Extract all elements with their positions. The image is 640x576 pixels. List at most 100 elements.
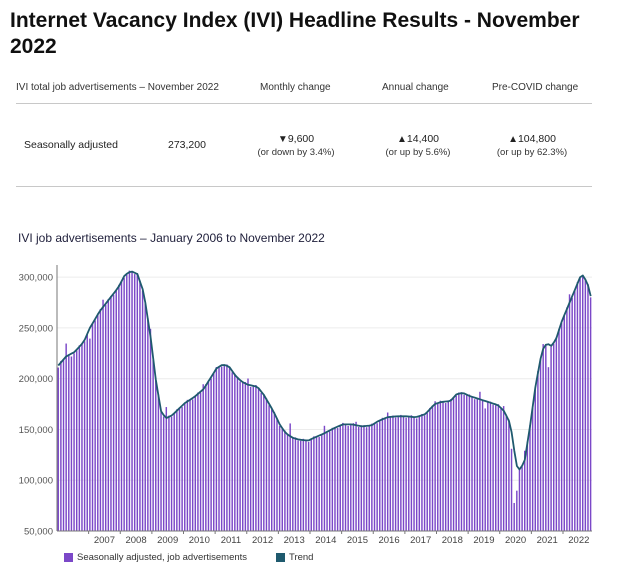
bar [339,425,341,531]
bar [555,336,558,531]
bar [352,423,355,531]
bar [484,408,486,531]
bar [281,428,283,531]
bar [447,400,450,531]
x-tick-label: 2019 [473,535,494,546]
bar [315,436,318,531]
bar [284,430,286,531]
bar [276,418,278,531]
bar [207,380,210,531]
legend-trend: Trend [276,552,313,563]
bar [397,417,399,531]
bar [252,385,255,531]
bar [357,427,360,531]
bar [534,387,536,531]
bar [184,403,186,531]
summary-header-label: IVI total job advertisements – November … [16,82,219,93]
bar [429,407,431,531]
bar [350,424,352,531]
summary-header-precovid: Pre-COVID change [492,82,579,93]
bar [318,437,320,531]
bar [297,440,299,531]
bar [94,320,96,531]
bar [529,425,531,531]
bar [487,400,489,531]
bar [170,416,173,531]
bar [228,368,231,531]
bar [189,399,191,531]
bar [97,313,99,531]
summary-row-label: Seasonally adjusted [24,139,118,151]
bar [386,412,389,531]
x-tick-label: 2011 [221,535,241,546]
bar [62,359,65,531]
bar [545,344,547,531]
legend-bars-swatch [64,553,73,562]
bar [408,416,410,531]
bar [144,303,146,531]
chart-trend [57,270,592,471]
bar [466,395,468,531]
bar [402,415,405,531]
bar [199,392,202,531]
bar [231,372,233,531]
bar [107,298,110,531]
bar [376,423,378,531]
bar [452,398,455,531]
bar [550,346,552,531]
bar [255,385,257,531]
summary-precovid-change: ▲104,800 (or up by 62.3%) [482,133,582,159]
bar [344,424,347,531]
bar [173,414,175,531]
bar [368,426,370,531]
bar [468,394,471,531]
bar [68,354,70,531]
bar [371,423,373,531]
bar [131,272,133,531]
x-tick-label: 2016 [378,535,399,546]
bar [524,450,526,531]
bar [500,407,502,531]
bar [220,366,223,531]
bar [89,338,91,531]
bar [492,404,494,531]
bar [278,425,281,531]
y-tick-label: 200,000 [19,374,53,385]
summary-divider-bottom [16,186,592,187]
bar [139,280,141,531]
legend-trend-label: Trend [289,552,314,563]
bar [413,417,415,531]
bar [115,290,117,531]
bar [234,373,236,531]
bar [260,392,262,531]
bar [162,416,165,531]
annual-change-sub: (or up by 5.6%) [385,147,451,158]
chart-axes: 50,000 100,000 150,000 200,000 250,000 300,00… [19,265,592,546]
bar [65,343,67,531]
summary-header-monthly: Monthly change [260,82,331,93]
bar [431,405,434,531]
bar [194,395,197,531]
bar [460,392,463,531]
bar [112,294,115,531]
summary-annual-change: ▲14,400 (or up by 5.6%) [370,133,466,159]
bar [226,364,228,531]
bar [305,439,307,531]
page-title: Internet Vacancy Index (IVI) Headline Re… [10,9,580,58]
bar [294,437,297,531]
x-tick-label: 2015 [347,535,368,546]
bar [537,371,539,531]
bar [521,466,523,531]
bar [373,423,376,531]
bar [210,378,212,531]
bar [497,404,500,531]
y-tick-label: 100,000 [19,476,53,487]
bar [78,345,81,531]
summary-divider-top [16,103,592,104]
bar [157,394,160,531]
bar [123,277,125,531]
bar [165,407,168,531]
bar [571,297,573,531]
bar [473,399,476,531]
bar [118,284,120,531]
